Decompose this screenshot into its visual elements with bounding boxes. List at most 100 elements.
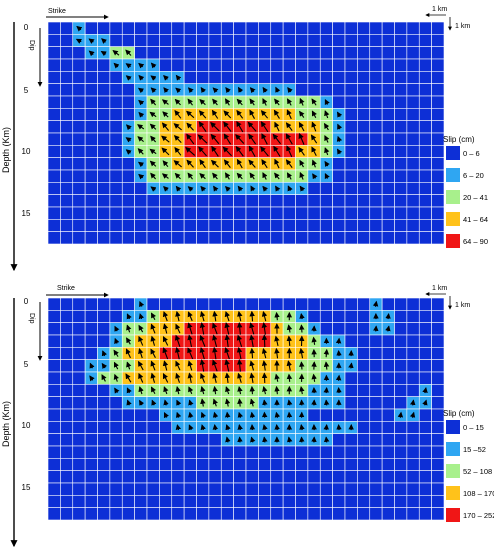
slip-cell	[418, 34, 432, 47]
slip-cell	[357, 145, 371, 158]
slip-cell	[84, 470, 98, 484]
slip-cell	[344, 384, 358, 397]
slip-cell	[97, 83, 111, 97]
slip-vector	[212, 359, 218, 372]
slip-cell	[307, 46, 321, 60]
slip-cell	[47, 157, 61, 171]
slip-cell	[208, 470, 222, 484]
slip-cell	[60, 95, 74, 109]
slip-vector	[249, 398, 256, 407]
slip-vector	[199, 159, 206, 169]
slip-cell	[72, 384, 86, 397]
slip-cell	[109, 421, 123, 434]
slip-vector	[174, 98, 181, 106]
slip-cell	[394, 384, 408, 397]
slip-cell	[146, 219, 160, 232]
slip-cell	[183, 433, 197, 447]
slip-cell	[369, 58, 383, 72]
slip-vector	[188, 386, 194, 395]
slip-vector	[138, 348, 144, 359]
slip-cell	[369, 421, 383, 434]
slip-cell	[295, 507, 309, 521]
slip-cell	[84, 219, 98, 232]
slip-cell	[418, 433, 432, 447]
panel-2-legend-title: Slip (cm)	[443, 409, 475, 418]
slip-cell	[332, 182, 346, 195]
slip-cell	[84, 169, 98, 183]
slip-vector	[274, 373, 280, 382]
slip-cell	[406, 219, 420, 232]
slip-cell	[72, 433, 86, 447]
slip-cell	[406, 507, 420, 521]
slip-cell	[431, 71, 445, 84]
slip-vector	[138, 99, 145, 106]
slip-vector	[139, 300, 145, 308]
slip-cell	[208, 433, 222, 447]
panel-1-legend-title: Slip (cm)	[443, 135, 475, 144]
slip-cell	[183, 495, 197, 508]
slip-cell	[97, 157, 111, 171]
slip-vector	[176, 399, 182, 406]
slip-vector	[324, 99, 330, 106]
slip-cell	[245, 21, 259, 35]
slip-cell	[369, 21, 383, 35]
slip-vector	[149, 148, 157, 155]
slip-vector	[187, 360, 193, 371]
slip-cell	[220, 507, 234, 521]
slip-cell	[121, 219, 135, 232]
slip-cell	[381, 408, 395, 422]
slip-cell	[146, 194, 160, 208]
slip-cell	[406, 347, 420, 360]
slip-cell	[72, 231, 86, 245]
slip-vector	[199, 346, 205, 360]
slip-cell	[406, 495, 420, 508]
panel-1-slip-cells	[47, 21, 445, 245]
slip-cell	[344, 58, 358, 72]
slip-cell	[134, 495, 148, 508]
slip-cell	[60, 359, 74, 373]
panel-1-dip-label: Dip	[28, 40, 35, 51]
slip-cell	[146, 206, 160, 220]
slip-cell	[270, 445, 284, 459]
slip-cell	[406, 120, 420, 134]
slip-cell	[431, 507, 445, 521]
slip-cell	[121, 95, 135, 109]
slip-cell	[418, 95, 432, 109]
slip-cell	[431, 120, 445, 134]
slip-cell	[418, 421, 432, 434]
slip-cell	[84, 347, 98, 360]
slip-cell	[431, 206, 445, 220]
slip-cell	[72, 445, 86, 459]
slip-cell	[332, 458, 346, 471]
slip-cell	[270, 219, 284, 232]
slip-vector	[125, 75, 132, 81]
slip-cell	[381, 182, 395, 195]
slip-cell	[381, 34, 395, 47]
slip-cell	[369, 408, 383, 422]
slip-cell	[134, 182, 148, 195]
slip-vector	[299, 185, 306, 192]
slip-vector	[262, 98, 268, 106]
slip-cell	[146, 21, 160, 35]
slip-cell	[220, 46, 234, 60]
slip-cell	[332, 71, 346, 84]
slip-vector	[335, 374, 342, 381]
slip-cell	[72, 470, 86, 484]
panel-2-scale-horizontal-label: 1 km	[432, 285, 447, 292]
slip-cell	[84, 108, 98, 121]
slip-vector	[149, 111, 157, 118]
slip-cell	[406, 470, 420, 484]
slip-vector	[285, 159, 293, 169]
legend-swatch	[446, 168, 460, 182]
legend-swatch	[446, 190, 460, 204]
slip-cell	[282, 495, 296, 508]
slip-vector	[298, 132, 305, 145]
slip-cell	[406, 132, 420, 146]
slip-vector	[126, 387, 132, 394]
slip-cell	[97, 108, 111, 121]
slip-cell	[72, 359, 86, 373]
slip-cell	[369, 95, 383, 109]
slip-cell	[183, 46, 197, 60]
slip-cell	[282, 58, 296, 72]
slip-cell	[220, 495, 234, 508]
